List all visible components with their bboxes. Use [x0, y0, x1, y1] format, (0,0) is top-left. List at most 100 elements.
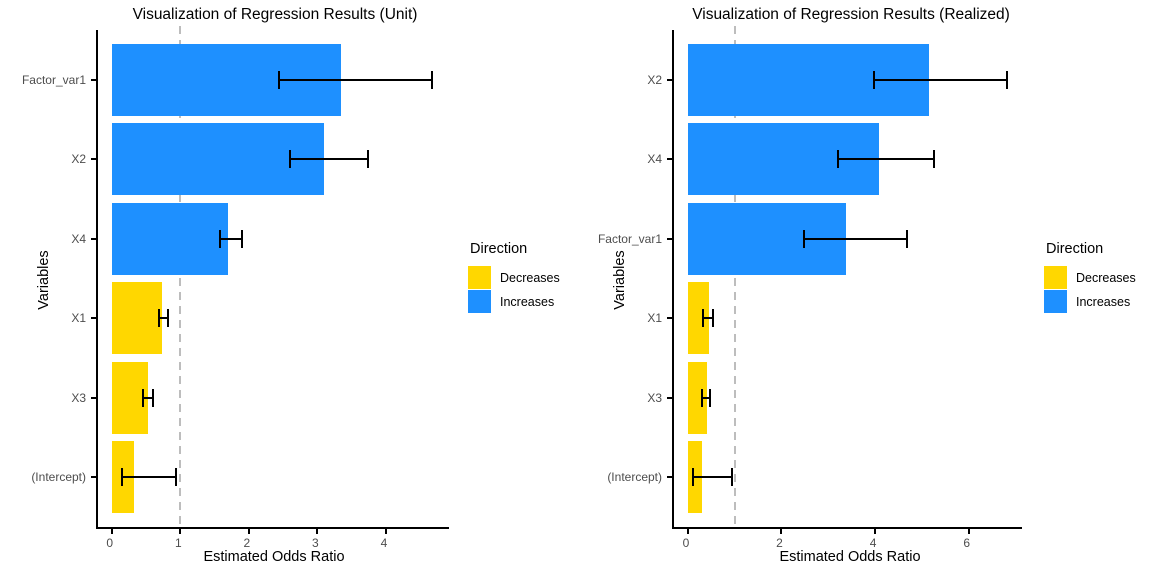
legend-swatch-decreases	[468, 266, 491, 289]
error-bar-Factor_var1	[802, 237, 909, 240]
legend: Direction Decreases Increases	[1044, 241, 1136, 314]
y-tick-label-X3: X3	[71, 390, 86, 405]
x-tick-2	[247, 529, 250, 534]
error-bar-X2	[289, 158, 370, 161]
x-axis-title: Estimated Odds Ratio	[203, 549, 345, 565]
y-tick-X3	[667, 396, 672, 399]
error-bar-X3	[700, 396, 712, 399]
legend-title: Direction	[1046, 241, 1104, 257]
bar-X1	[687, 282, 709, 355]
error-bar-X4	[836, 158, 935, 161]
x-tick-label-6: 6	[963, 536, 970, 550]
reference-line	[733, 26, 736, 527]
x-tick-3	[316, 529, 319, 534]
error-bar-cap-low-Factor_var1	[278, 70, 281, 89]
error-bar-cap-high-(Intercept)	[174, 468, 177, 487]
error-bar-cap-low-X3	[141, 388, 144, 407]
legend-swatch-increases	[1044, 290, 1067, 313]
y-tick-(Intercept)	[667, 476, 672, 479]
y-tick-label-X1: X1	[647, 311, 662, 326]
chart-title: Visualization of Regression Results (Uni…	[132, 6, 418, 23]
y-tick-label-X2: X2	[71, 152, 86, 167]
error-bar-cap-low-X2	[289, 150, 292, 169]
error-bar-cap-high-X1	[166, 309, 169, 328]
plot-panel	[91, 26, 449, 534]
x-tick-0	[686, 529, 689, 534]
x-tick-6	[967, 529, 970, 534]
x-tick-label-4: 4	[380, 536, 388, 550]
bar-X2	[111, 123, 325, 196]
legend-item-increases: Increases	[1044, 290, 1136, 313]
y-tick-X2	[667, 78, 672, 81]
chart-realized: Visualization of Regression Results (Rea…	[576, 0, 1152, 576]
error-bar-cap-high-X1	[712, 309, 715, 328]
error-bar-cap-high-Factor_var1	[906, 229, 909, 248]
error-bar-(Intercept)	[692, 476, 733, 479]
error-bar-cap-low-X2	[872, 70, 875, 89]
x-axis-title: Estimated Odds Ratio	[779, 549, 921, 565]
error-bar-cap-low-(Intercept)	[120, 468, 123, 487]
y-tick-Factor_var1	[667, 237, 672, 240]
legend-label: Increases	[1076, 294, 1131, 309]
y-tick-label-X2: X2	[647, 72, 662, 87]
legend-label: Decreases	[500, 270, 560, 285]
bar-X4	[111, 202, 228, 275]
x-tick-label-0: 0	[106, 536, 114, 550]
y-axis-title: Variables	[36, 250, 52, 310]
x-tick-1	[179, 529, 182, 534]
y-tick-label-X4: X4	[647, 152, 662, 167]
error-bar-cap-low-(Intercept)	[692, 468, 695, 487]
error-bar-X4	[218, 237, 243, 240]
legend: Direction Decreases Increases	[468, 241, 560, 314]
chart-unit: Visualization of Regression Results (Uni…	[21, 6, 560, 565]
y-axis-title: Variables	[612, 250, 628, 310]
y-tick-label-X1: X1	[71, 311, 86, 326]
bar-X1	[111, 282, 163, 355]
plot-panel	[667, 26, 1022, 534]
legend-item-increases: Increases	[468, 290, 560, 313]
y-tick-label-Factor_var1: Factor_var1	[21, 72, 86, 87]
y-tick-label-X3: X3	[647, 390, 662, 405]
error-bar-cap-high-X3	[709, 388, 712, 407]
legend-title: Direction	[470, 241, 528, 257]
error-bar-X2	[872, 78, 1009, 81]
legend-label: Decreases	[1076, 270, 1136, 285]
legend-label: Increases	[500, 294, 555, 309]
error-bar-Factor_var1	[278, 78, 433, 81]
x-tick-label-0: 0	[682, 536, 690, 550]
legend-swatch-decreases	[1044, 266, 1067, 289]
y-tick-X1	[91, 317, 96, 320]
error-bar-cap-low-X1	[702, 309, 705, 328]
x-tick-label-1: 1	[174, 536, 182, 550]
y-tick-label-Factor_var1: Factor_var1	[597, 231, 662, 246]
error-bar-cap-low-X1	[158, 309, 161, 328]
y-tick-X4	[91, 237, 96, 240]
error-bar-(Intercept)	[120, 476, 177, 479]
error-bar-X3	[141, 396, 155, 399]
chart-title: Visualization of Regression Results (Rea…	[692, 6, 1010, 23]
x-tick-label-3: 3	[312, 536, 319, 550]
reference-line	[179, 26, 182, 527]
error-bar-X1	[158, 317, 169, 320]
error-bar-cap-low-X3	[700, 388, 703, 407]
y-tick-(Intercept)	[91, 476, 96, 479]
x-tick-label-4: 4	[869, 536, 877, 550]
error-bar-cap-low-X4	[218, 229, 221, 248]
error-bar-cap-high-X4	[932, 150, 935, 169]
x-tick-4	[874, 529, 877, 534]
error-bar-cap-high-Factor_var1	[430, 70, 433, 89]
x-tick-0	[110, 529, 113, 534]
error-bar-cap-high-(Intercept)	[730, 468, 733, 487]
error-bar-cap-high-X2	[1006, 70, 1009, 89]
y-tick-label-(Intercept): (Intercept)	[607, 470, 662, 485]
y-tick-label-X4: X4	[71, 231, 86, 246]
legend-swatch-increases	[468, 290, 491, 313]
legend-item-decreases: Decreases	[1044, 266, 1136, 289]
x-tick-2	[780, 529, 783, 534]
x-tick-4	[384, 529, 387, 534]
x-tick-label-2: 2	[776, 536, 783, 550]
error-bar-X1	[702, 317, 715, 320]
y-tick-X1	[667, 317, 672, 320]
x-tick-label-2: 2	[243, 536, 251, 550]
